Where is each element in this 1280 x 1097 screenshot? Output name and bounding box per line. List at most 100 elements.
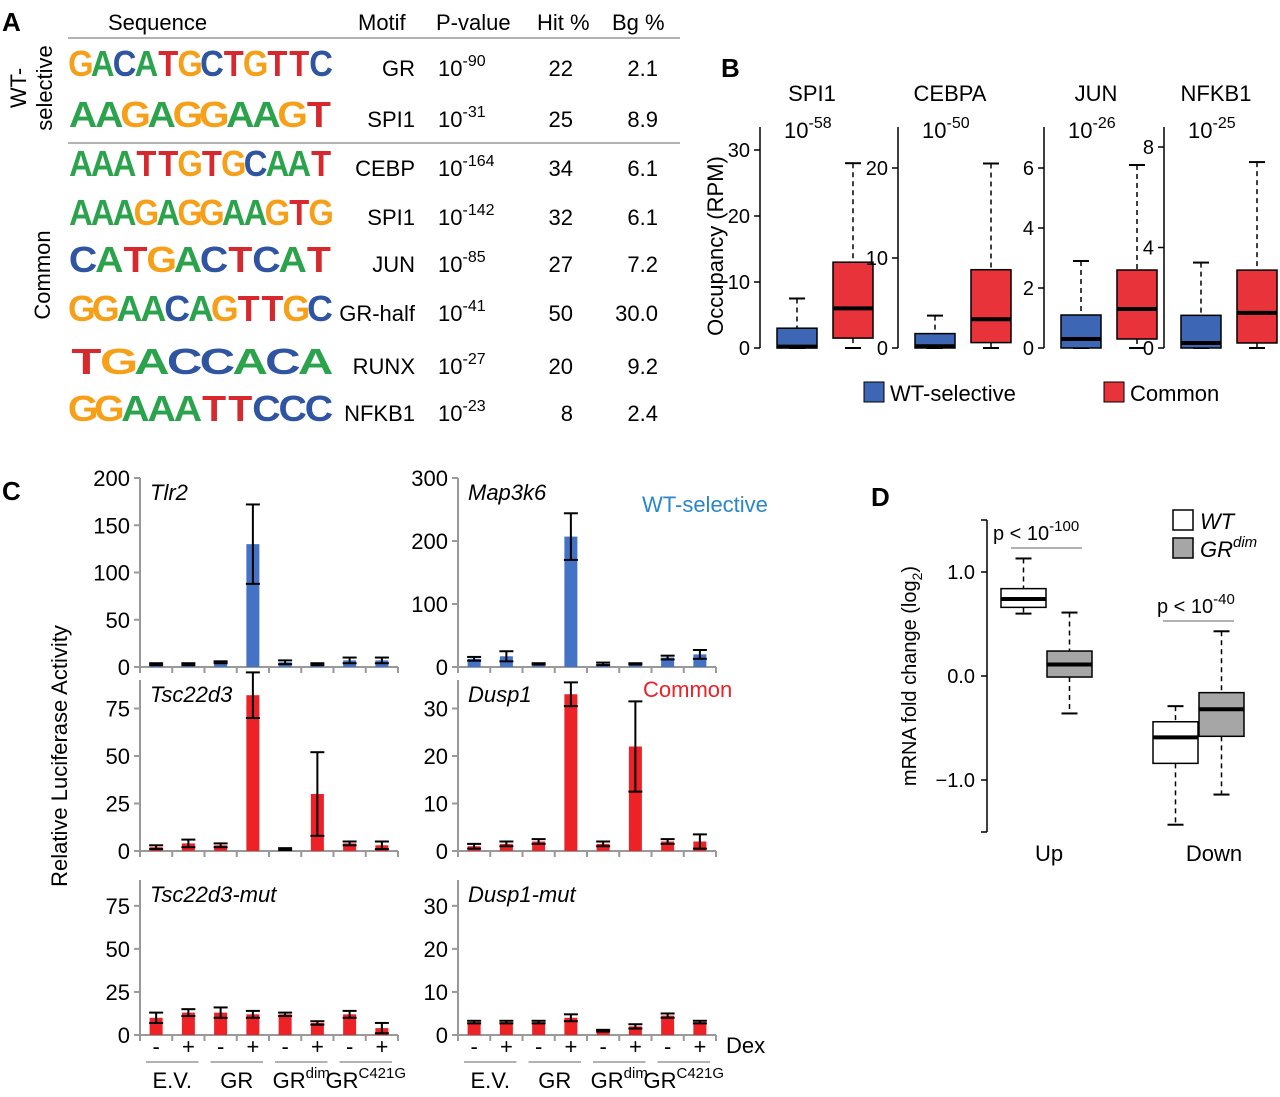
logo-letter: C: [69, 240, 97, 280]
barchart-dusp1: 0 10 20 30 Dusp1: [424, 680, 717, 864]
y-tick-label: 20: [424, 744, 448, 769]
group-label: GR: [220, 1068, 253, 1093]
motif-name: JUN: [372, 252, 415, 277]
y-tick-label: 0: [877, 338, 888, 360]
motif-pvalue: 10-90: [438, 53, 486, 81]
y-tick-label: 300: [411, 466, 448, 491]
logo-letter: C: [200, 45, 224, 85]
header-sequence: Sequence: [108, 10, 207, 35]
box-group-down: Down p < 10-40: [1152, 591, 1245, 866]
legend-label-wt: WT: [1200, 509, 1236, 534]
logo-letter: C: [252, 240, 280, 280]
legend-label-common: Common: [1130, 381, 1219, 406]
subplot-title: Map3k6: [468, 480, 547, 505]
panel-d-ylabel-end: ): [899, 566, 921, 573]
motif-pvalue-base: 10: [438, 354, 462, 379]
motif-hit-percent: 20: [549, 354, 573, 379]
y-tick-label: 10: [424, 792, 448, 817]
group-label-sup: C421G: [358, 1065, 406, 1082]
subplot-pvalue-base: 10: [1068, 118, 1092, 143]
subplot-pvalue: 10-58: [784, 115, 832, 143]
dex-sign: -: [535, 1034, 542, 1059]
logo-letter: A: [135, 45, 159, 85]
motif-hit-percent: 32: [549, 205, 573, 230]
header-motif: Motif: [358, 10, 407, 35]
box-wt-selective: [776, 297, 818, 349]
box-grdim: [1046, 611, 1093, 715]
legend-label-grdim-base: GR: [1200, 537, 1233, 562]
logo-letter: T: [158, 45, 178, 85]
box-group-up: Up p < 10-100: [993, 518, 1093, 866]
dex-label: Dex: [726, 1033, 765, 1058]
dex-sign: +: [311, 1034, 324, 1059]
y-tick-label: 200: [93, 466, 130, 491]
logo-letter: A: [69, 145, 93, 185]
y-tick-label: 6: [1023, 158, 1034, 180]
logo-letter: T: [307, 95, 331, 135]
bar: [467, 1022, 481, 1035]
motif-pvalue-base: 10: [438, 107, 462, 132]
logo-letter: A: [148, 389, 176, 429]
subplot-pvalue-base: 10: [784, 118, 808, 143]
group-label-base: GR: [273, 1068, 306, 1093]
significance: p < 10-100: [993, 518, 1082, 549]
dex-sign: +: [693, 1034, 706, 1059]
subplot-title: Tsc22d3: [150, 682, 233, 707]
logo-letter: A: [117, 289, 143, 329]
box-grdim: [1198, 630, 1245, 796]
barchart-tsc22d3-mut: 0 25 50 75 Tsc22d3-mut: [106, 880, 399, 1048]
subplot-pvalue: 10-26: [1068, 115, 1116, 143]
subplot-title: SPI1: [788, 81, 836, 106]
logo-letter: T: [158, 145, 178, 185]
box-iqr: [1060, 314, 1102, 349]
motif-pvalue-sup: -142: [462, 202, 494, 219]
legend-label-grdim: GRdim: [1200, 534, 1257, 562]
panel-a-letter: A: [2, 7, 21, 37]
group-label: Up: [1035, 841, 1063, 866]
logo-letter: A: [91, 145, 115, 185]
legend-swatch-wt: [1172, 509, 1194, 531]
y-tick-label: 100: [411, 592, 448, 617]
logo-letter: T: [228, 240, 252, 280]
group-label-sup: C421G: [676, 1065, 724, 1082]
group-label: GRC421G: [325, 1065, 406, 1093]
dex-sign: -: [346, 1034, 353, 1059]
y-tick-label: 0.0: [947, 666, 975, 688]
logo-letter: A: [287, 145, 311, 185]
logo-letter: C: [252, 389, 280, 429]
motif-bg-percent: 7.2: [627, 252, 658, 277]
logo-letter: A: [156, 194, 180, 234]
legend-swatch-common: [1103, 381, 1125, 403]
motif-pvalue-base: 10: [438, 252, 462, 277]
box-common: [970, 162, 1012, 349]
logo-letter: C: [244, 145, 268, 185]
motif-pvalue: 10-142: [438, 202, 495, 230]
motif-pvalue: 10-85: [438, 249, 486, 277]
group-label-base: GR: [325, 1068, 358, 1093]
group-label-sup: dim: [624, 1065, 648, 1082]
y-tick-label: 50: [106, 608, 130, 633]
y-tick-label: 50: [106, 937, 130, 962]
group-label-sup: dim: [306, 1065, 330, 1082]
y-tick-label: 20: [424, 937, 448, 962]
y-tick-label: 30: [728, 140, 750, 162]
box-iqr: [1116, 269, 1158, 340]
motif-pvalue-sup: -31: [462, 104, 485, 121]
y-tick-label: 100: [93, 561, 130, 586]
logo-letter: C: [307, 289, 333, 329]
bar: [661, 1015, 675, 1035]
bar: [628, 1026, 642, 1035]
y-tick-label: 75: [106, 697, 130, 722]
group-label-base: E.V.: [470, 1068, 510, 1093]
y-tick-label: 8: [1143, 137, 1154, 159]
motif-pvalue-base: 10: [438, 56, 462, 81]
subplot-pvalue-base: 10: [1188, 118, 1212, 143]
